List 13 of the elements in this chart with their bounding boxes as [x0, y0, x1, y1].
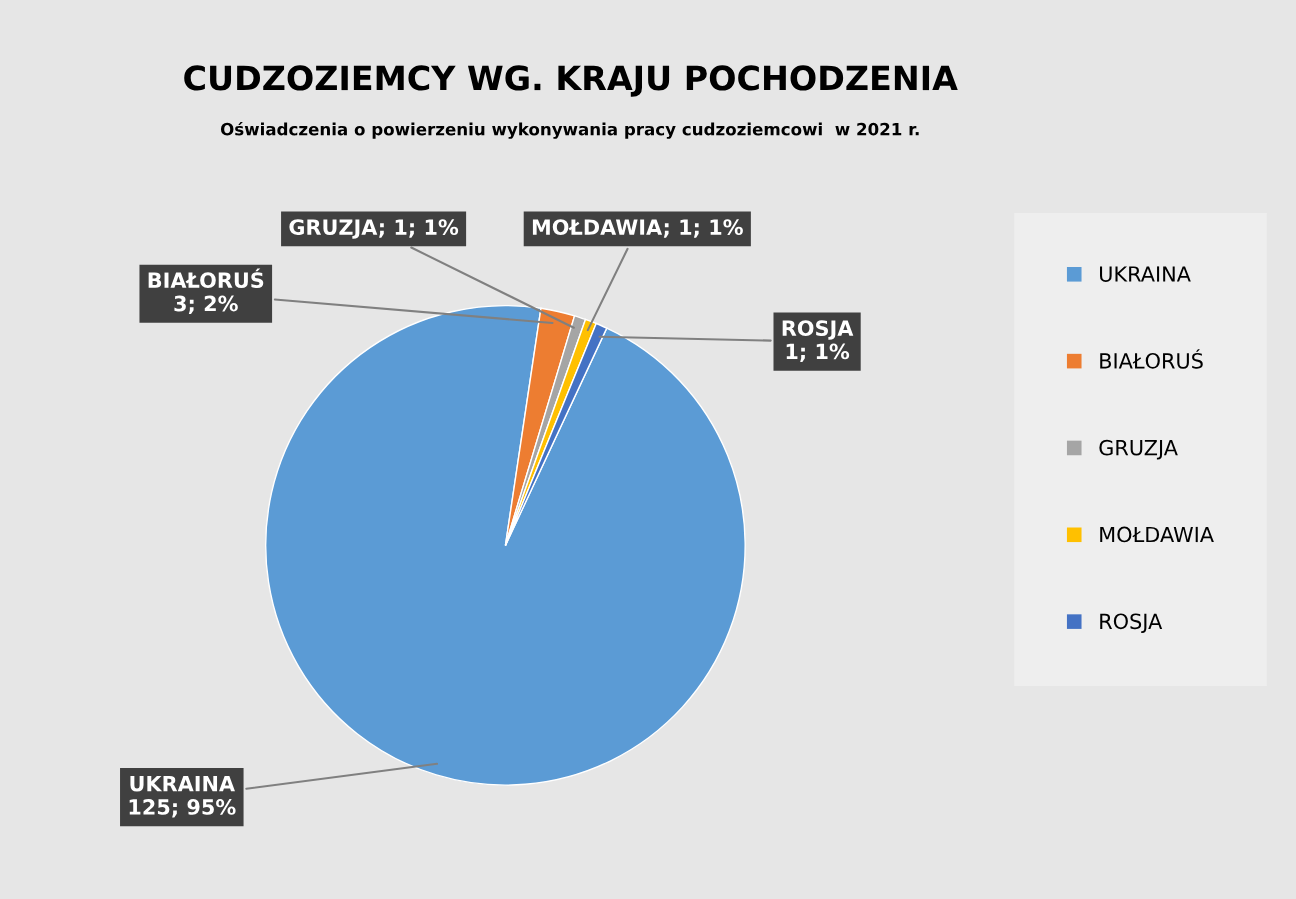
- data-label: UKRAINA 125; 95%: [129, 776, 236, 818]
- data-label: MOŁDAWIA; 1; 1%: [532, 219, 743, 238]
- legend-label: UKRAINA: [1100, 266, 1191, 282]
- pie-slice: [265, 304, 746, 786]
- chart-title: CUDZOZIEMCY WG. KRAJU POCHODZENIA: [184, 65, 958, 97]
- legend-label: BIAŁORUŚ: [1100, 349, 1203, 369]
- data-label: ROSJA 1; 1%: [782, 320, 854, 362]
- data-label: BIAŁORUŚ 3; 2%: [148, 268, 264, 315]
- legend-label: ROSJA: [1100, 613, 1163, 634]
- chart-subtitle: Oświadczenia o powierzeniu wykonywania pracy cudzoziemcowi w 2021 r.: [220, 121, 919, 139]
- legend-label: MOŁDAWIA: [1100, 526, 1214, 543]
- legend-label: GRUZJA: [1099, 439, 1178, 460]
- data-label: GRUZJA; 1; 1%: [289, 219, 459, 239]
